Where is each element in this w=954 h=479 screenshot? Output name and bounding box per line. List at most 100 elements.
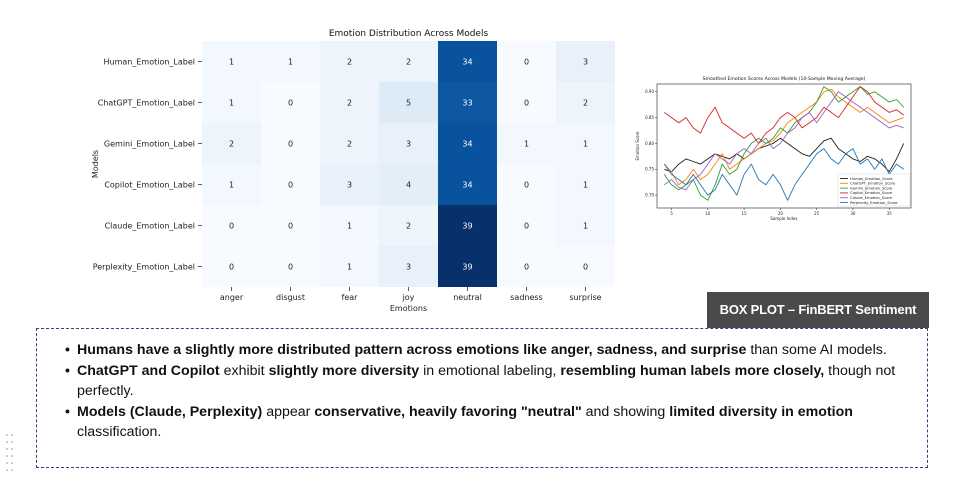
heatmap-cell	[320, 205, 379, 246]
finding-emphasis: slightly more diversity	[268, 362, 420, 379]
heatmap-cell-value: 0	[583, 263, 588, 272]
heatmap-row-label: Human_Emotion_Label	[104, 58, 196, 67]
heatmap-cell-value: 2	[583, 99, 588, 108]
finding-text: exhibit	[219, 362, 269, 379]
line-chart-x-tick-label: 30	[850, 211, 856, 216]
heatmap-cell-value: 2	[347, 140, 352, 149]
finding-text: than some AI models.	[746, 342, 887, 358]
heatmap-cell	[497, 164, 556, 205]
line-chart-y-tick-label: 0.85	[645, 115, 654, 120]
heatmap-cell	[202, 82, 261, 123]
heatmap-cell-value: 1	[347, 263, 352, 272]
heatmap-cell-value: 0	[288, 263, 293, 272]
heatmap-cell	[261, 164, 320, 205]
heatmap-cell-value: 0	[524, 181, 529, 190]
finding-item: Models (Claude, Perplexity) appear conse…	[65, 402, 927, 443]
heatmap-cell-value: 0	[524, 99, 529, 108]
heatmap-cell-value: 1	[229, 58, 234, 67]
line-chart-title: Smoothed Emotion Scores Across Models (1…	[703, 76, 866, 82]
heatmap-row-label: ChatGPT_Emotion_Label	[98, 99, 195, 108]
heatmap-cell	[556, 82, 615, 123]
heatmap-cell	[261, 205, 320, 246]
finding-text: though not perfectly.	[77, 362, 896, 400]
heatmap-row-label: Claude_Emotion_Label	[105, 222, 195, 231]
heatmap-cell-value: 1	[583, 181, 588, 190]
heatmap-cell	[202, 164, 261, 205]
heatmap-cell-value: 3	[406, 263, 411, 272]
emotion-heatmap: 1 1 2 2 34 0 31 0 2 5 33 0 22 0 2 3 34 1 11 0 3 4 34 0 10 0 1 2 39 0 1…	[91, 29, 615, 313]
heatmap-col-label: anger	[220, 293, 244, 302]
heatmap-cell-value: 4	[406, 181, 411, 190]
heatmap-cell-value: 0	[288, 140, 293, 149]
heatmap-cell-value: 2	[347, 58, 352, 67]
heatmap-cell	[202, 246, 261, 287]
legend-entry: Perplexity_Emotion_Score	[850, 201, 898, 205]
heatmap-cell	[202, 123, 261, 164]
heatmap-cell-value: 39	[462, 222, 472, 231]
heatmap-cell-value: 34	[462, 181, 472, 190]
finding-emphasis: Humans have a slightly more distributed …	[77, 342, 747, 358]
line-chart-y-tick-label: 0.70	[645, 192, 654, 197]
heatmap-cell	[320, 82, 379, 123]
line-chart-x-axis-label: Sample Index	[770, 216, 798, 221]
heatmap-cell	[556, 205, 615, 246]
heatmap-cell-value: 1	[229, 181, 234, 190]
box-plot-label: BOX PLOT – FinBERT Sentiment	[707, 292, 929, 328]
heatmap-cell-value: 0	[524, 222, 529, 231]
heatmap-cell-value: 0	[288, 181, 293, 190]
heatmap-cell-value: 33	[462, 99, 472, 108]
heatmap-cell	[497, 246, 556, 287]
legend-entry: ChatGPT_Emotion_Score	[850, 182, 896, 186]
legend-entry: Claude_Emotion_Score	[850, 196, 893, 200]
heatmap-cell-value: 1	[524, 140, 529, 149]
heatmap-cell-value: 2	[229, 140, 234, 149]
finding-item: Humans have a slightly more distributed …	[65, 340, 927, 361]
finding-emphasis: Models (Claude, Perplexity)	[77, 403, 263, 420]
finding-text: appear	[262, 403, 315, 420]
heatmap-cell-value: 34	[462, 58, 472, 67]
line-chart-y-tick-label: 0.90	[645, 89, 654, 94]
line-chart-x-tick-label: 5	[670, 211, 673, 216]
heatmap-cell	[438, 164, 497, 205]
heatmap-col-label: fear	[342, 293, 359, 302]
legend-entry: Human_Emotion_Score	[850, 177, 893, 181]
finding-text: classification.	[77, 424, 162, 440]
heatmap-cell	[497, 82, 556, 123]
heatmap-cell-value: 1	[229, 99, 234, 108]
line-chart-x-tick-label: 35	[887, 211, 893, 216]
heatmap-title: Emotion Distribution Across Models	[329, 29, 489, 39]
line-chart-y-axis-label: Emotion Score	[635, 131, 640, 161]
heatmap-cell	[556, 164, 615, 205]
findings-list: Humans have a slightly more distributed …	[37, 329, 927, 443]
heatmap-col-label: sadness	[510, 293, 542, 302]
heatmap-col-label: surprise	[569, 293, 601, 302]
finding-emphasis: limited diversity in emotion	[669, 403, 853, 420]
heatmap-cell	[379, 164, 438, 205]
heatmap-cell	[438, 41, 497, 82]
heatmap-cell-value: 34	[462, 140, 472, 149]
heatmap-row-label: Perplexity_Emotion_Label	[93, 263, 195, 272]
heatmap-cell	[556, 123, 615, 164]
heatmap-cell	[497, 123, 556, 164]
heatmap-y-axis-label: Models	[91, 150, 100, 178]
heatmap-cell	[202, 41, 261, 82]
heatmap-cell	[320, 123, 379, 164]
heatmap-cell	[261, 246, 320, 287]
line-chart-x-tick-label: 15	[742, 211, 748, 216]
finding-emphasis: resembling human labels more closely,	[560, 362, 825, 379]
heatmap-row-label: Copilot_Emotion_Label	[104, 181, 195, 190]
heatmap-cell-value: 0	[288, 222, 293, 231]
line-series-claude-emotion-score	[664, 91, 904, 191]
heatmap-cell-value: 0	[288, 99, 293, 108]
heatmap-cell-value: 1	[583, 140, 588, 149]
heatmap-cell	[202, 205, 261, 246]
legend-entry: Copilot_Emotion_Score	[850, 191, 893, 195]
heatmap-cell-value: 5	[406, 99, 411, 108]
decorative-dot-grid	[6, 434, 13, 471]
findings-box: Humans have a slightly more distributed …	[36, 328, 928, 468]
heatmap-cell-value: 3	[583, 58, 588, 67]
heatmap-cell	[320, 41, 379, 82]
line-series-human-emotion-score	[664, 137, 905, 173]
finding-text: in emotional labeling,	[419, 362, 561, 379]
heatmap-cell-value: 2	[347, 99, 352, 108]
